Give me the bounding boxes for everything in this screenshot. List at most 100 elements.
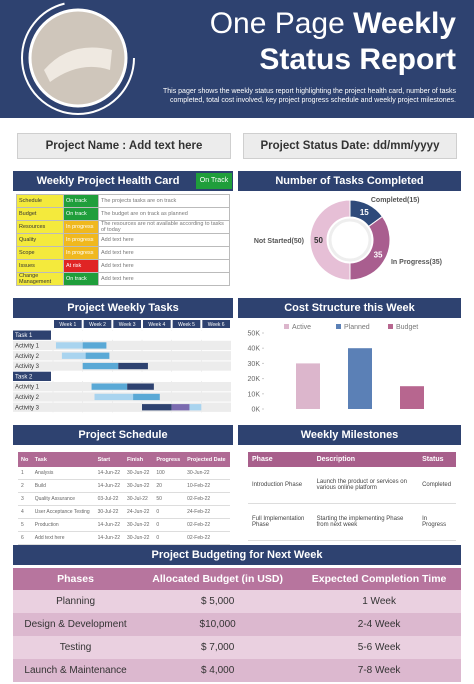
row-label: Activity 1	[15, 385, 40, 391]
section-header: Weekly Milestones	[238, 425, 461, 445]
table-cell: Full Implementation Phase	[248, 503, 313, 541]
group-label-bg	[13, 371, 51, 381]
week-label: Week 6	[208, 322, 225, 328]
section-header: Cost Structure this Week	[238, 298, 461, 318]
milestone-table: Phase Description Status Introduction Phase…	[248, 452, 456, 541]
project-name: Project Name : Add text here	[17, 133, 231, 159]
column-header: Expected Completion Time	[297, 568, 461, 590]
table-cell: On track	[63, 272, 99, 286]
y-tick-label: 10K	[248, 391, 261, 398]
y-tick-label: 50K	[248, 331, 261, 338]
legend-swatch	[336, 324, 341, 329]
row-band	[13, 330, 231, 340]
category-label: Completed(15)	[371, 197, 420, 204]
section-header: Weekly Project Health Card	[13, 171, 233, 191]
table-cell: 30-Jun-22	[184, 467, 230, 480]
table-cell: $ 7,000	[138, 636, 298, 659]
table-cell: 10-Feb-22	[184, 479, 230, 493]
column-header: Allocated Budget (in USD)	[138, 568, 298, 590]
week-label: Week 5	[178, 322, 195, 328]
table-cell: 30-Jun-22	[123, 467, 154, 480]
table-cell: Analysis	[31, 467, 95, 480]
table-cell: 02-Feb-22	[184, 518, 230, 532]
table-row: 3 Quality Assurance 03-Jul-22 30-Jul-22 50 02…	[18, 492, 230, 506]
table-cell: Planning	[13, 590, 139, 613]
row-label: Task 2	[15, 374, 33, 380]
category-label: Not Started(50)	[254, 238, 304, 245]
table-cell: In Progress	[418, 503, 456, 541]
value-label: 50	[314, 236, 323, 245]
value-label: 15	[360, 208, 369, 217]
title-line: One Page Weekly	[210, 6, 456, 42]
header-row: Phases Allocated Budget (in USD) Expected …	[13, 568, 461, 590]
table-cell: Quality Assurance	[31, 492, 95, 506]
project-date: Project Status Date: dd/mm/yyyy	[243, 133, 457, 159]
column-header: No	[18, 452, 32, 467]
table-row: Budget On track The budget are on track as…	[16, 207, 230, 221]
table-row: Introduction Phase Launch the product or …	[248, 467, 456, 504]
status-badge: On Track	[196, 173, 232, 189]
bar-chart: 0K 10K 20K 30K 40K 50K Active Planned Budget	[248, 324, 424, 414]
table-cell: Issues	[16, 259, 64, 273]
title-light: One Page	[209, 7, 345, 40]
table-row: Design & Development $10,000 2-4 Week	[13, 613, 461, 636]
table-cell: 2	[18, 479, 32, 493]
table-cell: The projects tasks are on track	[98, 194, 230, 208]
table-cell: Change Management	[16, 272, 64, 286]
table-cell: 14-Jun-22	[94, 518, 124, 532]
photo-detail	[44, 47, 112, 82]
table-cell: In progress	[63, 220, 99, 234]
section-header: Project Budgeting for Next Week	[13, 545, 461, 565]
column-header: Finish	[123, 452, 154, 467]
gantt-bar	[82, 362, 119, 370]
gantt-bar	[189, 404, 202, 411]
table-cell: Add text here	[98, 246, 230, 260]
gantt-bar	[142, 404, 172, 411]
table-cell: Build	[31, 479, 95, 493]
table-cell: 50	[153, 492, 185, 506]
mile-table: Phase Description Status Introduction Phase…	[248, 452, 456, 541]
section-header: Project Schedule	[13, 425, 233, 445]
y-tick-label: 40K	[248, 346, 261, 353]
gantt-bar	[118, 362, 148, 370]
y-tick-label: 0K	[251, 407, 260, 414]
column-header: Description	[312, 452, 419, 467]
table-cell: Budget	[16, 207, 64, 221]
legend-swatch	[284, 324, 289, 329]
table-cell: Starting the implementing Phase from nex…	[312, 503, 419, 541]
table-cell: 0	[153, 518, 185, 532]
table-cell: $ 5,000	[138, 590, 298, 613]
table-row: Issues At risk Add text here	[16, 259, 230, 273]
column-header: Phases	[13, 568, 139, 590]
gantt-bar	[55, 342, 83, 349]
table-row: Quality In progress Add text here	[16, 233, 230, 247]
table-cell: 0	[153, 505, 185, 519]
table-cell: Testing	[13, 636, 139, 659]
table-cell: At risk	[63, 259, 99, 273]
table-cell: The resources are not available accordin…	[98, 220, 230, 234]
table-row: Change Management On track Add text here	[16, 272, 230, 286]
inner-ring	[328, 218, 372, 262]
sched-table: No Task Start Finish Progress Projected Date 1…	[18, 452, 230, 545]
budget-table: Phases Allocated Budget (in USD) Expected …	[13, 568, 461, 682]
gantt-chart: Week 1 Week 2 Week 3 Week 4 Week 5 Week 6 Task…	[13, 320, 231, 413]
schedule-table: No Task Start Finish Progress Projected Date 1…	[18, 452, 230, 545]
table-cell: Introduction Phase	[248, 467, 313, 504]
table-cell: 30-Jun-22	[123, 531, 154, 545]
health-card: Schedule On track The projects tasks are o…	[16, 194, 230, 286]
table-row: Testing $ 7,000 5-6 Week	[13, 636, 461, 659]
gantt-bar	[85, 352, 110, 359]
table-cell: Resources	[16, 220, 64, 234]
section-title: Weekly Project Health Card	[36, 175, 180, 187]
title-line: Status Report	[210, 42, 456, 78]
table-cell: 100	[153, 467, 185, 480]
table-row: Resources In progress The resources are no…	[16, 220, 230, 234]
week-label: Week 3	[119, 322, 136, 328]
table-cell: User Acceptance Testing	[31, 505, 95, 519]
table-row: Full Implementation Phase Starting the im…	[248, 503, 456, 541]
week-label: Week 4	[148, 322, 165, 328]
y-tick-label: 30K	[248, 361, 261, 368]
legend-label: Active	[292, 324, 311, 331]
table-row: 5 Production 14-Jun-22 30-Jun-22 0 02-Feb-22	[18, 518, 230, 532]
donut-segment	[309, 199, 351, 281]
